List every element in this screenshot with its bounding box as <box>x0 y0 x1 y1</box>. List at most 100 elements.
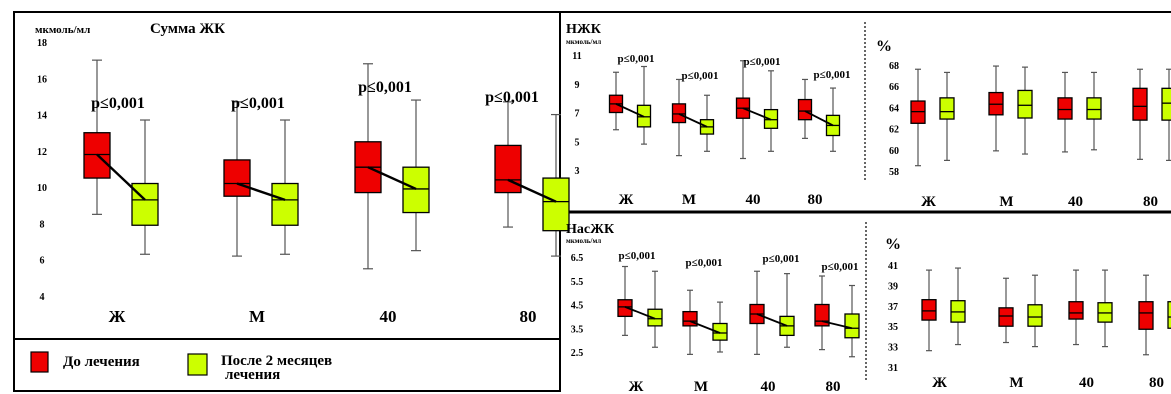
box-after <box>1167 301 1171 329</box>
y-tick-label: 33 <box>888 343 898 354</box>
x-category-label: Ж <box>619 192 634 208</box>
box-before <box>1138 301 1154 330</box>
x-category-label: 80 <box>826 379 841 394</box>
x-category-label: М <box>1009 375 1023 391</box>
ylabel-unsaturated-percent: % <box>876 38 892 55</box>
median-connector <box>236 182 286 201</box>
chart-title-unsaturated: НЖК <box>566 22 602 37</box>
legend-frame <box>13 338 561 392</box>
x-category-label: 80 <box>1149 375 1164 391</box>
ylabel-unsaturated: мкмоль/мл <box>566 38 601 46</box>
box-after <box>1086 97 1102 120</box>
x-category-label: М <box>249 307 265 326</box>
p-value-label: p≤0,001 <box>485 89 539 106</box>
y-tick-label: 4.5 <box>571 301 584 312</box>
legend-swatch-before <box>30 351 49 373</box>
median-connector <box>821 320 853 330</box>
p-value-label: p≤0,001 <box>763 253 800 265</box>
x-category-label: Ж <box>921 194 936 210</box>
y-tick-label: 66 <box>889 82 899 93</box>
box-before <box>1057 97 1073 120</box>
legend-swatch-after <box>187 353 208 376</box>
y-tick-label: 39 <box>888 281 898 292</box>
p-value-label: p≤0,001 <box>619 250 656 262</box>
box-before <box>797 98 813 121</box>
box-before <box>998 307 1014 327</box>
y-tick-label: 4 <box>40 292 45 303</box>
ylabel-saturated-percent: % <box>885 236 901 253</box>
box-after <box>844 313 860 339</box>
chart-unsaturated-fatty-acids: 3 5 7 9 11 Ж М 40 80 p≤0,001 p≤0,001 p≤0,001 p≤0,001 <box>572 51 850 208</box>
box-before <box>494 144 522 194</box>
box-before <box>921 299 937 321</box>
y-tick-label: 8 <box>40 219 45 230</box>
x-category-label: 40 <box>380 307 397 326</box>
p-value-label: p≤0,001 <box>231 95 285 112</box>
chart-saturated-percent: 31 33 35 37 39 41 Ж М 40 80 <box>888 261 1171 391</box>
x-category-label: 80 <box>808 192 823 208</box>
box-after <box>712 322 728 341</box>
median-connector <box>96 153 146 201</box>
box-before <box>671 103 687 124</box>
x-category-label: 80 <box>1143 194 1158 210</box>
legend: До лечения После 2 месяцев лечения <box>30 351 332 383</box>
y-tick-label: 5 <box>575 137 580 148</box>
box-after <box>542 177 570 232</box>
p-value-label: p≤0,001 <box>814 69 851 81</box>
y-tick-label: 14 <box>37 111 47 122</box>
legend-label-before: До лечения <box>63 354 140 370</box>
p-value-label: p≤0,001 <box>822 261 859 273</box>
chart-title-total-fatty-acids: Сумма ЖК <box>150 21 225 37</box>
y-tick-label: 2.5 <box>571 348 584 359</box>
legend-label-after-line1: После 2 месяцев <box>221 353 332 369</box>
x-category-label: 80 <box>520 307 537 326</box>
chart-unsaturated-percent: 58 60 62 64 66 68 Ж М 40 80 <box>889 61 1171 210</box>
x-category-label: 40 <box>1079 375 1094 391</box>
y-tick-label: 68 <box>889 61 899 72</box>
p-value-label: p≤0,001 <box>682 70 719 82</box>
p-value-label: p≤0,001 <box>686 257 723 269</box>
x-category-label: М <box>999 194 1013 210</box>
median-connector <box>678 113 708 128</box>
box-before <box>1068 301 1084 320</box>
median-connector <box>804 110 834 127</box>
box-after <box>939 97 955 120</box>
right-panel-lines <box>560 11 1171 380</box>
p-value-label: p≤0,001 <box>744 56 781 68</box>
y-tick-label: 18 <box>37 38 47 49</box>
p-value-label: p≤0,001 <box>91 95 145 112</box>
y-tick-label: 62 <box>889 125 899 136</box>
ylabel-total-fatty-acids: мкмоль/мл <box>35 24 90 36</box>
y-tick-label: 3 <box>575 166 580 177</box>
x-category-label: 40 <box>761 379 776 394</box>
panel-frames <box>13 11 561 392</box>
x-category-label: Ж <box>629 379 644 394</box>
y-tick-label: 7 <box>575 109 580 120</box>
x-category-label: Ж <box>932 375 947 391</box>
y-tick-label: 3.5 <box>571 324 584 335</box>
median-connector <box>689 320 721 334</box>
box-after <box>402 166 430 214</box>
y-tick-label: 64 <box>889 103 899 114</box>
y-tick-label: 10 <box>37 183 47 194</box>
chart-title-saturated: НасЖК <box>566 222 615 237</box>
y-tick-label: 6 <box>40 256 45 267</box>
y-tick-label: 5.5 <box>571 277 584 288</box>
y-tick-label: 6.5 <box>571 253 584 264</box>
x-category-label: М <box>694 379 708 394</box>
y-tick-label: 58 <box>889 167 899 178</box>
y-tick-label: 37 <box>888 302 898 313</box>
box-after <box>1161 87 1171 121</box>
median-connector <box>507 178 557 203</box>
p-value-label: p≤0,001 <box>618 53 655 65</box>
box-after <box>271 182 299 226</box>
y-tick-label: 60 <box>889 146 899 157</box>
box-after <box>1027 304 1043 327</box>
legend-label-after-line2: лечения <box>225 367 280 383</box>
median-connector <box>615 103 645 118</box>
p-value-label: p≤0,001 <box>358 79 412 96</box>
median-connector <box>742 107 772 121</box>
chart-saturated-fatty-acids: 2.5 3.5 4.5 5.5 6.5 Ж М 40 80 p≤0,001 p≤0,001 p≤0,0… <box>571 250 860 394</box>
y-tick-label: 41 <box>888 261 898 272</box>
median-connector <box>624 306 656 320</box>
